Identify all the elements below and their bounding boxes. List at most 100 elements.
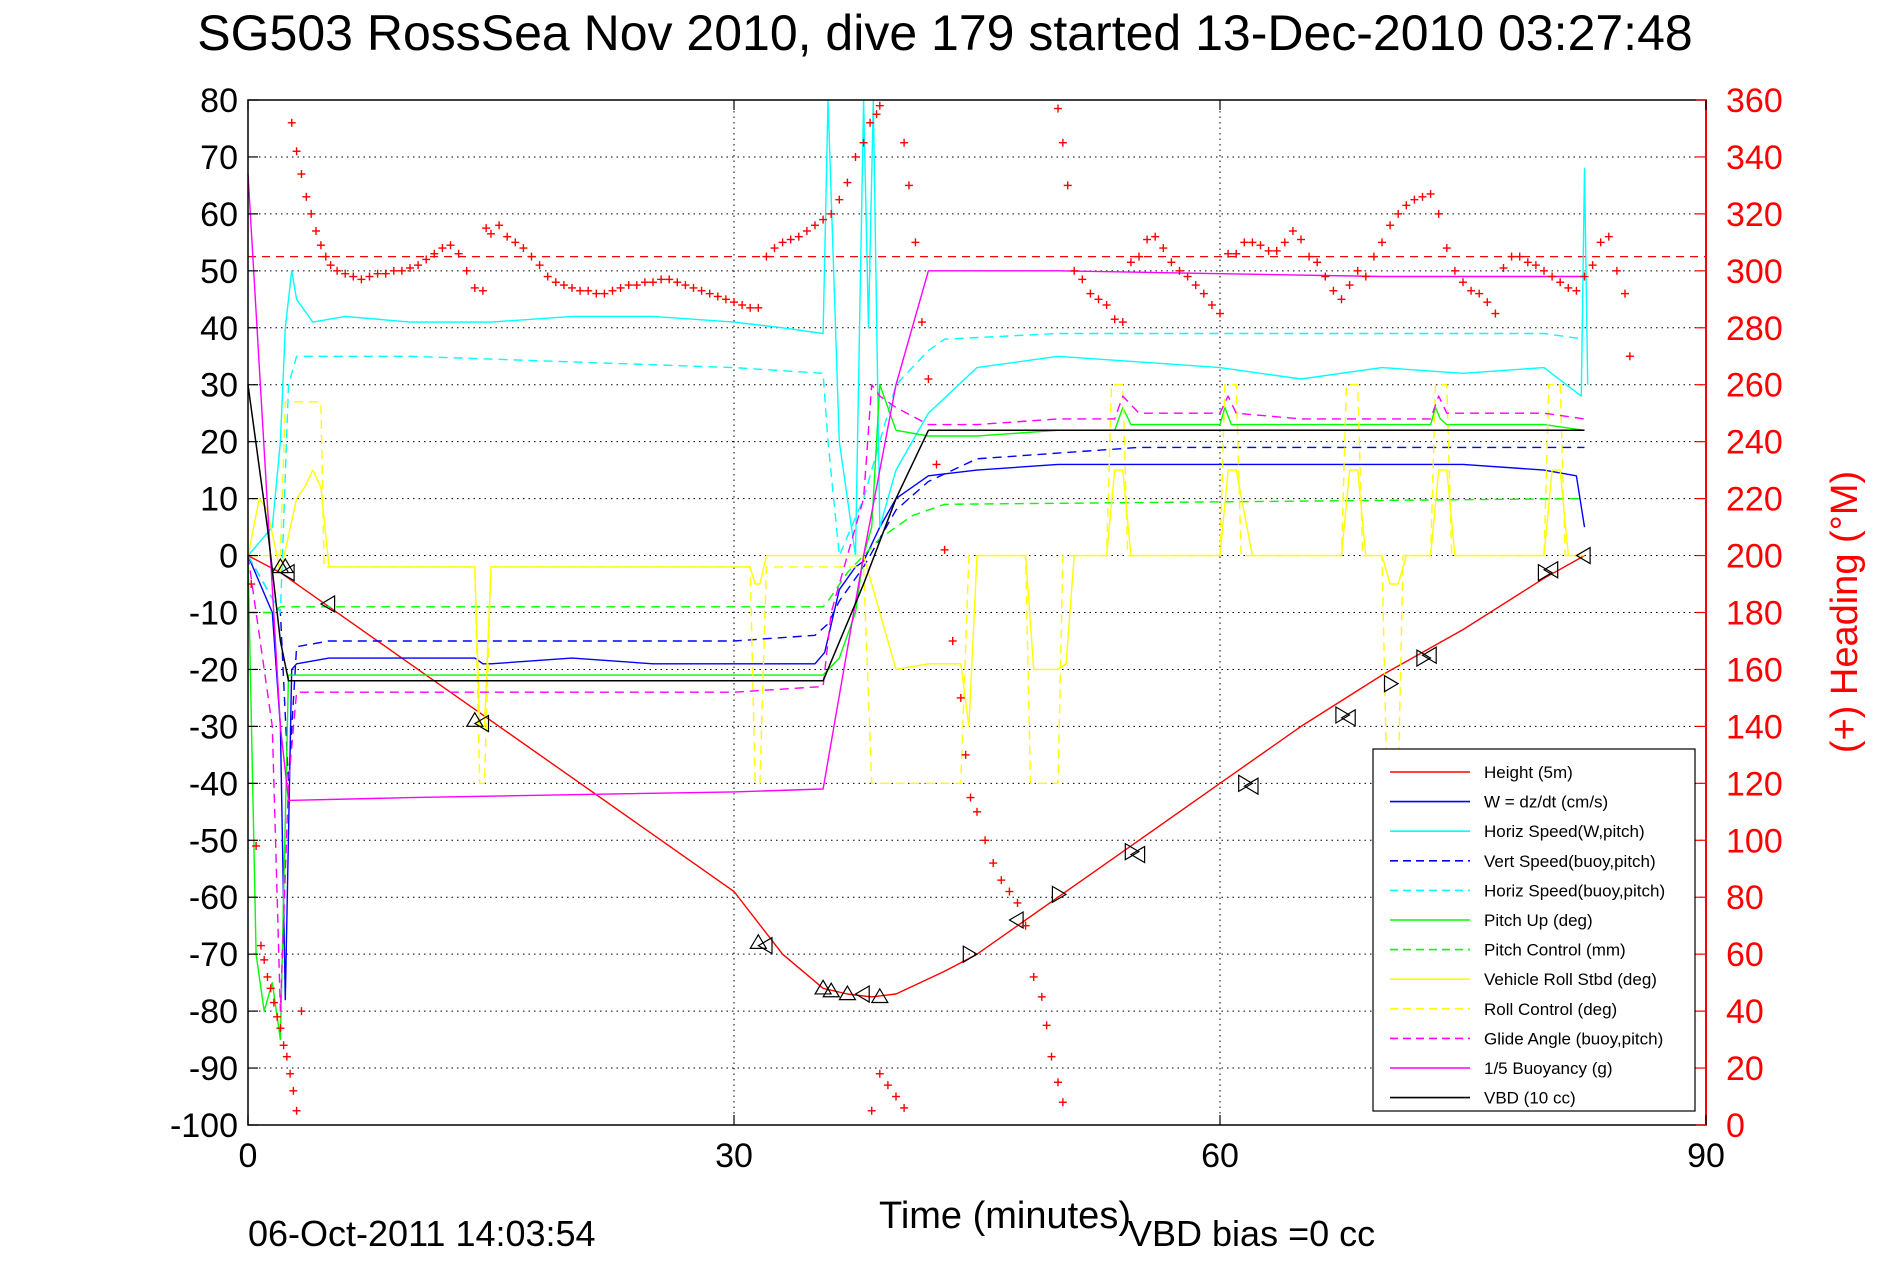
heading-point	[843, 178, 852, 187]
heading-point	[1110, 315, 1119, 324]
legend-entry-pitch-control-mm: Pitch Control (mm)	[1390, 941, 1626, 960]
heading-point	[1564, 283, 1573, 292]
heading-point	[794, 232, 803, 241]
heading-point	[1029, 972, 1038, 981]
heading-point	[527, 252, 536, 261]
heading-point	[875, 101, 884, 110]
triangle-marker	[1542, 560, 1559, 579]
heading-point	[389, 266, 398, 275]
heading-point	[1556, 278, 1565, 287]
y-tick-label: 10	[200, 481, 238, 519]
heading-point	[956, 693, 965, 702]
y2-tick-label: 200	[1726, 538, 1783, 576]
triangle-marker	[276, 557, 295, 574]
legend-label: Vehicle Roll Stbd (deg)	[1484, 970, 1657, 989]
heading-point	[851, 152, 860, 161]
heading-point	[1434, 209, 1443, 218]
heading-point	[511, 238, 520, 247]
heading-point	[422, 255, 431, 264]
heading-point	[1021, 921, 1030, 930]
y2-tick-label: 300	[1726, 253, 1783, 291]
heading-point	[1047, 1052, 1056, 1061]
triangle-marker	[1051, 885, 1068, 904]
heading-point	[269, 998, 278, 1007]
y2-tick-label: 0	[1726, 1107, 1745, 1145]
series-1-5-buoyancy-g	[247, 173, 1585, 802]
heading-point	[1070, 266, 1079, 275]
heading-point	[1094, 295, 1103, 304]
heading-point	[1135, 252, 1143, 261]
heading-point	[365, 272, 374, 281]
legend-entry-vert-speed-buoy-pitch: Vert Speed(buoy,pitch)	[1390, 852, 1656, 871]
heading-point	[721, 295, 730, 304]
heading-point	[1280, 238, 1289, 247]
x-tick-label: 0	[239, 1137, 258, 1175]
triangle-marker	[757, 936, 773, 955]
heading-point	[649, 278, 657, 287]
heading-point	[312, 226, 321, 235]
heading-point	[535, 261, 544, 270]
heading-point	[454, 249, 463, 258]
heading-point	[1369, 252, 1378, 261]
heading-point	[997, 876, 1006, 885]
triangle-marker	[473, 714, 490, 733]
heading-point	[576, 286, 585, 295]
heading-point	[495, 221, 504, 230]
legend-label: Vert Speed(buoy,pitch)	[1484, 852, 1656, 871]
heading-point	[430, 249, 439, 258]
heading-point	[924, 375, 933, 384]
heading-point	[746, 303, 755, 312]
y2-tick-label: 100	[1726, 822, 1783, 860]
legend-entry-1-5-buoyancy-g: 1/5 Buoyancy (g)	[1390, 1059, 1613, 1078]
legend-label: Horiz Speed(buoy,pitch)	[1484, 881, 1665, 900]
heading-point	[478, 286, 487, 295]
heading-point	[1621, 289, 1629, 298]
heading-point	[900, 138, 909, 147]
heading-point	[872, 110, 881, 119]
heading-point	[892, 1092, 900, 1101]
heading-point	[1264, 246, 1273, 255]
heading-point	[1321, 272, 1330, 281]
heading-point	[1580, 272, 1589, 281]
heading-point	[1386, 221, 1395, 230]
y-tick-label: -20	[189, 651, 238, 689]
heading-point	[1126, 258, 1135, 267]
heading-point	[932, 460, 941, 469]
heading-point	[1102, 301, 1111, 309]
heading-point	[1410, 195, 1419, 204]
heading-point	[297, 170, 306, 179]
y-tick-label: -90	[189, 1050, 238, 1088]
heading-point	[414, 261, 423, 270]
heading-point	[1531, 261, 1540, 270]
triangle-marker	[1421, 646, 1437, 665]
heading-point	[1216, 309, 1224, 318]
heading-point	[286, 1069, 295, 1078]
legend-entry-pitch-up-deg: Pitch Up (deg)	[1390, 911, 1593, 930]
heading-point	[866, 118, 875, 127]
heading-point	[770, 244, 779, 253]
triangle-marker	[854, 984, 870, 1004]
legend-entry-glide-angle-buoy-pitch: Glide Angle (buoy,pitch)	[1390, 1029, 1663, 1048]
heading-point	[287, 118, 296, 127]
heading-point	[397, 266, 406, 275]
x-tick-label: 90	[1687, 1137, 1725, 1175]
heading-point	[349, 272, 358, 281]
triangle-marker	[319, 594, 336, 614]
heading-point	[266, 984, 275, 993]
heading-point	[357, 275, 366, 284]
series-roll-control-deg	[248, 384, 1585, 784]
y-tick-label: -70	[189, 936, 238, 974]
y-tick-label: 50	[200, 253, 238, 291]
heading-point	[657, 275, 666, 284]
y2-tick-label: 40	[1726, 993, 1764, 1031]
series-pitch-control-mm	[248, 497, 1585, 614]
heading-point	[762, 252, 771, 261]
heading-point	[373, 269, 382, 278]
heading-point	[1037, 992, 1046, 1001]
triangle-marker	[814, 979, 833, 995]
heading-point	[263, 972, 272, 981]
y-tick-label: -80	[189, 993, 238, 1031]
legend-entry-horiz-speed-buoy-pitch: Horiz Speed(buoy,pitch)	[1390, 881, 1665, 900]
heading-point	[1345, 281, 1354, 290]
heading-point	[1548, 272, 1557, 281]
